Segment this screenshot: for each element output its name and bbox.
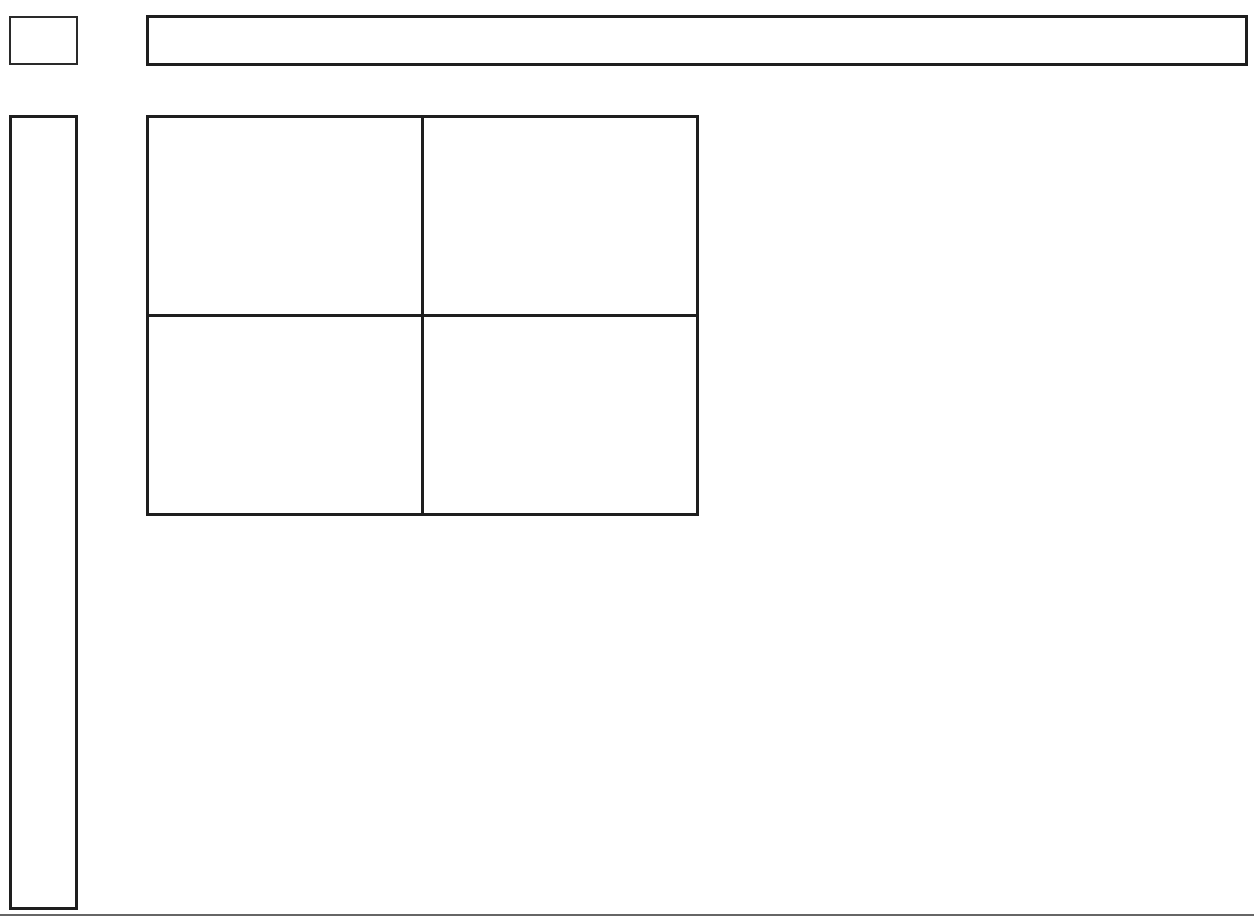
left-column-frame xyxy=(9,115,78,910)
bottom-rule xyxy=(0,914,1254,916)
quadrant-divider-horizontal xyxy=(146,314,699,317)
quadrant-divider-vertical xyxy=(421,115,424,516)
block-frame xyxy=(146,115,699,516)
top-row-frame xyxy=(146,15,1248,66)
corner-cell[interactable] xyxy=(9,16,78,65)
